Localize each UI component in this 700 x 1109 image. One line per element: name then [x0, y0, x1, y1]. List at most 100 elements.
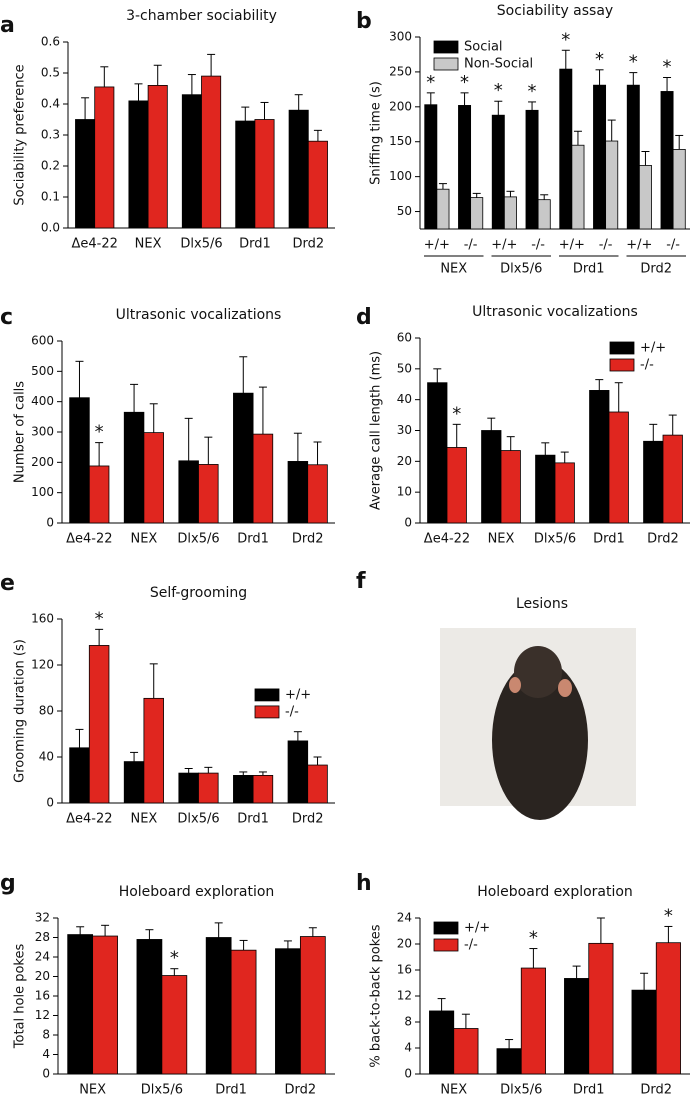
panel-letter: g: [0, 871, 16, 896]
y-tick-label: 500: [31, 364, 54, 378]
panel-letter: c: [0, 305, 13, 330]
y-tick-label: 4: [42, 1047, 50, 1061]
x-tick-label: Drd1: [239, 237, 271, 252]
x-tick-label: Dlx5/6: [177, 532, 219, 547]
y-tick-label: 60: [397, 331, 412, 345]
bar: [235, 120, 256, 229]
y-tick-label: 24: [35, 950, 50, 964]
bar: [205, 937, 232, 1075]
mouse-head: [514, 646, 562, 698]
panel-title: Self-grooming: [150, 585, 247, 601]
x-tick-label: Dlx5/6: [180, 237, 222, 252]
bar: [453, 1028, 479, 1075]
significance-marker: *: [460, 72, 469, 93]
y-axis-label: Sociability preference: [13, 64, 28, 205]
y-tick-label: 100: [389, 169, 412, 183]
legend-swatch: [433, 57, 459, 71]
y-tick-label: 8: [42, 1028, 50, 1042]
x-tick-label: +/+: [626, 238, 652, 253]
bar: [470, 197, 484, 230]
panel: e Self-grooming Grooming duration (s) 0 40 80…: [0, 571, 335, 827]
y-axis-label: Average call length (ms): [369, 351, 384, 510]
y-tick-label: 600: [31, 334, 54, 348]
y-tick-label: 24: [397, 911, 412, 925]
bar: [67, 934, 94, 1075]
panel-title: Ultrasonic vocalizations: [116, 307, 282, 323]
legend-label: -/-: [464, 938, 478, 953]
y-tick-label: 12: [397, 989, 412, 1003]
panel-title: Ultrasonic vocalizations: [472, 304, 638, 320]
panel-title: Sociability assay: [497, 3, 613, 19]
bar: [288, 109, 309, 229]
y-tick-label: 8: [404, 1015, 412, 1029]
x-tick-label: NEX: [130, 532, 157, 547]
significance-marker: *: [561, 29, 570, 50]
bar: [520, 967, 546, 1075]
y-tick-label: 0.3: [41, 128, 60, 142]
bar: [143, 432, 164, 524]
bar: [178, 460, 199, 524]
legend-label: +/+: [640, 341, 666, 356]
y-tick-label: 16: [397, 963, 412, 977]
bar: [655, 942, 681, 1075]
x-tick-label: Drd2: [285, 1083, 317, 1098]
bar: [299, 936, 326, 1075]
bar: [233, 392, 254, 524]
x-tick-label: Drd2: [640, 1083, 672, 1098]
x-tick-label: Δe4-22: [424, 532, 470, 547]
y-tick-label: 80: [39, 704, 54, 718]
significance-marker: *: [663, 56, 672, 77]
bar: [88, 645, 110, 804]
bar: [496, 1048, 522, 1075]
y-axis-label: Grooming duration (s): [13, 639, 28, 783]
bar: [424, 104, 438, 230]
bar: [92, 935, 118, 1075]
ear: [509, 677, 521, 693]
bar: [672, 149, 686, 230]
y-tick-label: 160: [31, 612, 54, 626]
x-tick-label: Δe4-22: [66, 532, 112, 547]
bar: [230, 949, 257, 1075]
panel: a 3-chamber sociability Sociability prefer…: [0, 8, 335, 252]
panel: b Sociability assay Sniffing time (s) 50 100…: [356, 3, 690, 277]
y-tick-label: 40: [397, 392, 412, 406]
group-label: Dlx5/6: [500, 262, 542, 277]
significance-marker: *: [528, 81, 537, 102]
panel-title: Lesions: [516, 596, 568, 612]
y-tick-label: 0: [46, 796, 54, 810]
bar: [307, 140, 328, 229]
bar: [128, 100, 149, 229]
bar: [626, 84, 640, 230]
bar: [275, 948, 301, 1075]
y-tick-label: 20: [35, 969, 50, 983]
y-tick-label: 0: [42, 1067, 50, 1081]
y-tick-label: 20: [397, 937, 412, 951]
bar: [631, 989, 657, 1075]
bar: [94, 86, 115, 229]
panel-title: 3-chamber sociability: [126, 8, 277, 24]
bar: [143, 697, 164, 804]
photo-panel: f Lesions: [356, 569, 636, 820]
x-tick-label: -/-: [666, 238, 680, 253]
x-tick-label: Drd2: [647, 532, 679, 547]
bar: [564, 978, 590, 1075]
bar: [429, 1010, 455, 1075]
legend-swatch: [433, 40, 459, 54]
bar: [503, 196, 517, 230]
y-tick-label: 20: [397, 454, 412, 468]
bar: [436, 188, 450, 230]
legend-swatch: [433, 938, 459, 952]
x-tick-label: Drd1: [237, 532, 269, 547]
panel-letter: a: [0, 13, 15, 38]
bar: [233, 775, 254, 804]
legend-label: Social: [464, 40, 503, 55]
bar: [643, 440, 664, 524]
x-tick-label: Drd1: [215, 1083, 247, 1098]
bar: [178, 772, 199, 804]
bar: [535, 454, 556, 524]
x-tick-label: -/-: [531, 238, 545, 253]
bar: [537, 199, 551, 230]
x-tick-label: NEX: [79, 1083, 106, 1098]
x-tick-label: Δe4-22: [66, 812, 112, 827]
